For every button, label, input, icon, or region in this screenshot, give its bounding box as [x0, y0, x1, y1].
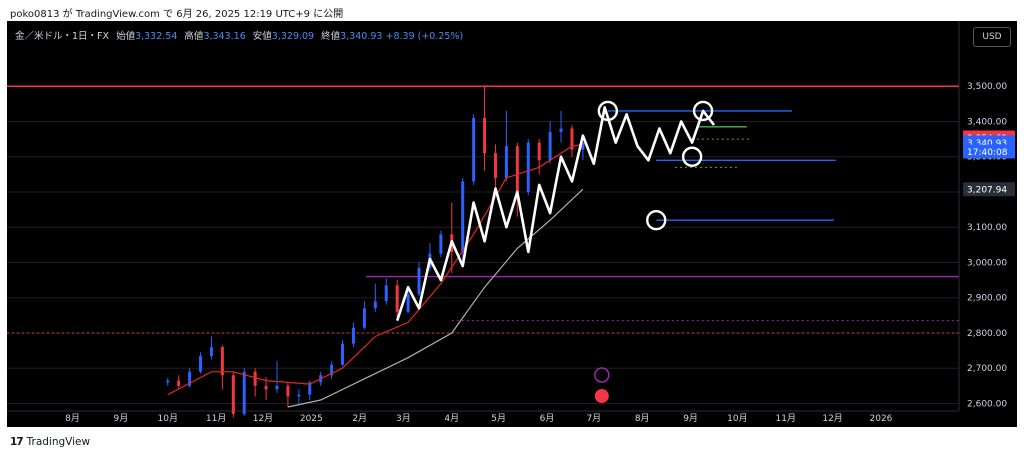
candle-body — [537, 142, 541, 161]
candle-body — [406, 294, 410, 312]
pivot-circle — [597, 100, 619, 122]
candle-body — [439, 234, 443, 254]
x-tick-label: 8月 — [65, 413, 80, 424]
candle-body — [264, 385, 268, 390]
candle-body — [362, 308, 366, 328]
footer: 17 TradingView — [10, 436, 90, 448]
y-tick-label: 3,400.00 — [967, 117, 1007, 127]
candle-body — [472, 117, 476, 182]
y-tick-label: 2,900.00 — [967, 294, 1007, 304]
candle-body — [177, 380, 181, 386]
x-tick-label: 11月 — [206, 413, 226, 424]
x-tick-label: 10月 — [158, 413, 178, 424]
x-tick-label: 11月 — [776, 413, 796, 424]
y-tick-label: 3,000.00 — [967, 258, 1007, 268]
pivot-circle — [681, 146, 703, 167]
publish-caption: poko0813 が TradingView.com で 6月 26, 2025… — [10, 9, 344, 20]
price-badge — [963, 144, 1015, 159]
candle-body — [483, 117, 487, 154]
candle-body — [570, 128, 574, 150]
x-tick-label: 6月 — [540, 413, 555, 424]
x-tick-label: 12月 — [822, 413, 842, 424]
candle-body — [231, 375, 235, 415]
candle-body — [548, 132, 552, 161]
y-tick-label: 2,700.00 — [967, 364, 1007, 374]
candle-body — [188, 371, 192, 386]
close-label: 終値 — [321, 31, 341, 42]
candle-body — [461, 181, 465, 252]
price-badge — [963, 182, 1015, 197]
candle-body — [341, 343, 345, 365]
currency-button[interactable]: USD — [973, 27, 1011, 47]
x-tick-label: 2026 — [870, 414, 893, 424]
x-tick-label: 4月 — [444, 413, 459, 424]
candle-body — [504, 146, 508, 178]
x-tick-label: 9月 — [114, 413, 129, 424]
candle-body — [581, 142, 585, 150]
pivot-circle — [646, 209, 667, 231]
price-badge-label: 3,340.93 — [967, 139, 1007, 149]
high-value: 3,343.16 — [203, 31, 246, 42]
candle-body — [384, 285, 388, 302]
symbol-label[interactable]: 金／米ドル・1日・FX — [15, 31, 110, 42]
candle-body — [417, 267, 421, 295]
candle-body — [493, 153, 497, 178]
candle-body — [209, 347, 213, 356]
candle-body — [515, 146, 519, 192]
pivot-circle — [692, 100, 714, 122]
lightning-event-icon — [594, 367, 610, 383]
x-tick-label: 3月 — [396, 413, 411, 424]
price-badge-label: 3,207.94 — [967, 186, 1007, 196]
x-tick-label: 9月 — [683, 413, 698, 424]
x-tick-label: 2月 — [352, 413, 367, 424]
brand-name[interactable]: TradingView — [26, 436, 91, 448]
price-chart[interactable]: 3,500.003,400.003,300.003,200.003,100.00… — [7, 21, 1017, 427]
chart-layer: 3,500.003,400.003,300.003,200.003,100.00… — [7, 21, 1015, 424]
change-value: +8.39 (+0.25%) — [385, 31, 464, 42]
low-value: 3,329.09 — [271, 31, 315, 42]
x-tick-label: 12月 — [253, 413, 273, 424]
low-label: 安値 — [252, 31, 272, 42]
chart-frame[interactable]: 3,500.003,400.003,300.003,200.003,100.00… — [7, 21, 1017, 427]
ema-short-line — [167, 143, 583, 396]
candle-body — [395, 285, 399, 312]
y-tick-label: 2,600.00 — [967, 399, 1007, 409]
candle-body — [373, 301, 377, 309]
open-value: 3,332.54 — [135, 31, 178, 42]
candle-body — [199, 355, 203, 372]
x-tick-label: 5月 — [491, 413, 506, 424]
x-tick-label: 7月 — [586, 413, 601, 424]
y-tick-label: 3,100.00 — [967, 223, 1007, 233]
y-tick-label: 3,500.00 — [967, 82, 1007, 92]
candle-body — [242, 371, 246, 415]
price-badge-label: 17:40:08 — [967, 148, 1008, 158]
x-tick-label: 10月 — [727, 413, 747, 424]
zigzag-pattern-line — [395, 106, 716, 322]
x-tick-label: 8月 — [635, 413, 650, 424]
candle-body — [297, 394, 301, 397]
open-label: 始値 — [116, 31, 136, 42]
candle-body — [166, 380, 170, 383]
candle-body — [286, 385, 290, 397]
candle-body — [275, 385, 279, 390]
tradingview-logo-icon: 17 — [10, 436, 24, 448]
candle-body — [330, 364, 334, 376]
candle-body — [559, 128, 563, 133]
ema-long-line — [287, 188, 584, 408]
ohlc-legend: 金／米ドル・1日・FX 始値3,332.54 高値3,343.16 安値3,32… — [15, 28, 463, 42]
x-tick-label: 2025 — [300, 414, 323, 424]
y-tick-label: 2,800.00 — [967, 329, 1007, 339]
candle-body — [253, 371, 257, 386]
candle-body — [351, 327, 355, 344]
us-flag-event-icon — [594, 389, 609, 403]
high-label: 高値 — [184, 31, 204, 42]
candle-body — [308, 382, 312, 395]
candle-body — [526, 142, 530, 192]
close-value: 3,340.93 — [340, 31, 383, 42]
candle-body — [220, 347, 224, 376]
